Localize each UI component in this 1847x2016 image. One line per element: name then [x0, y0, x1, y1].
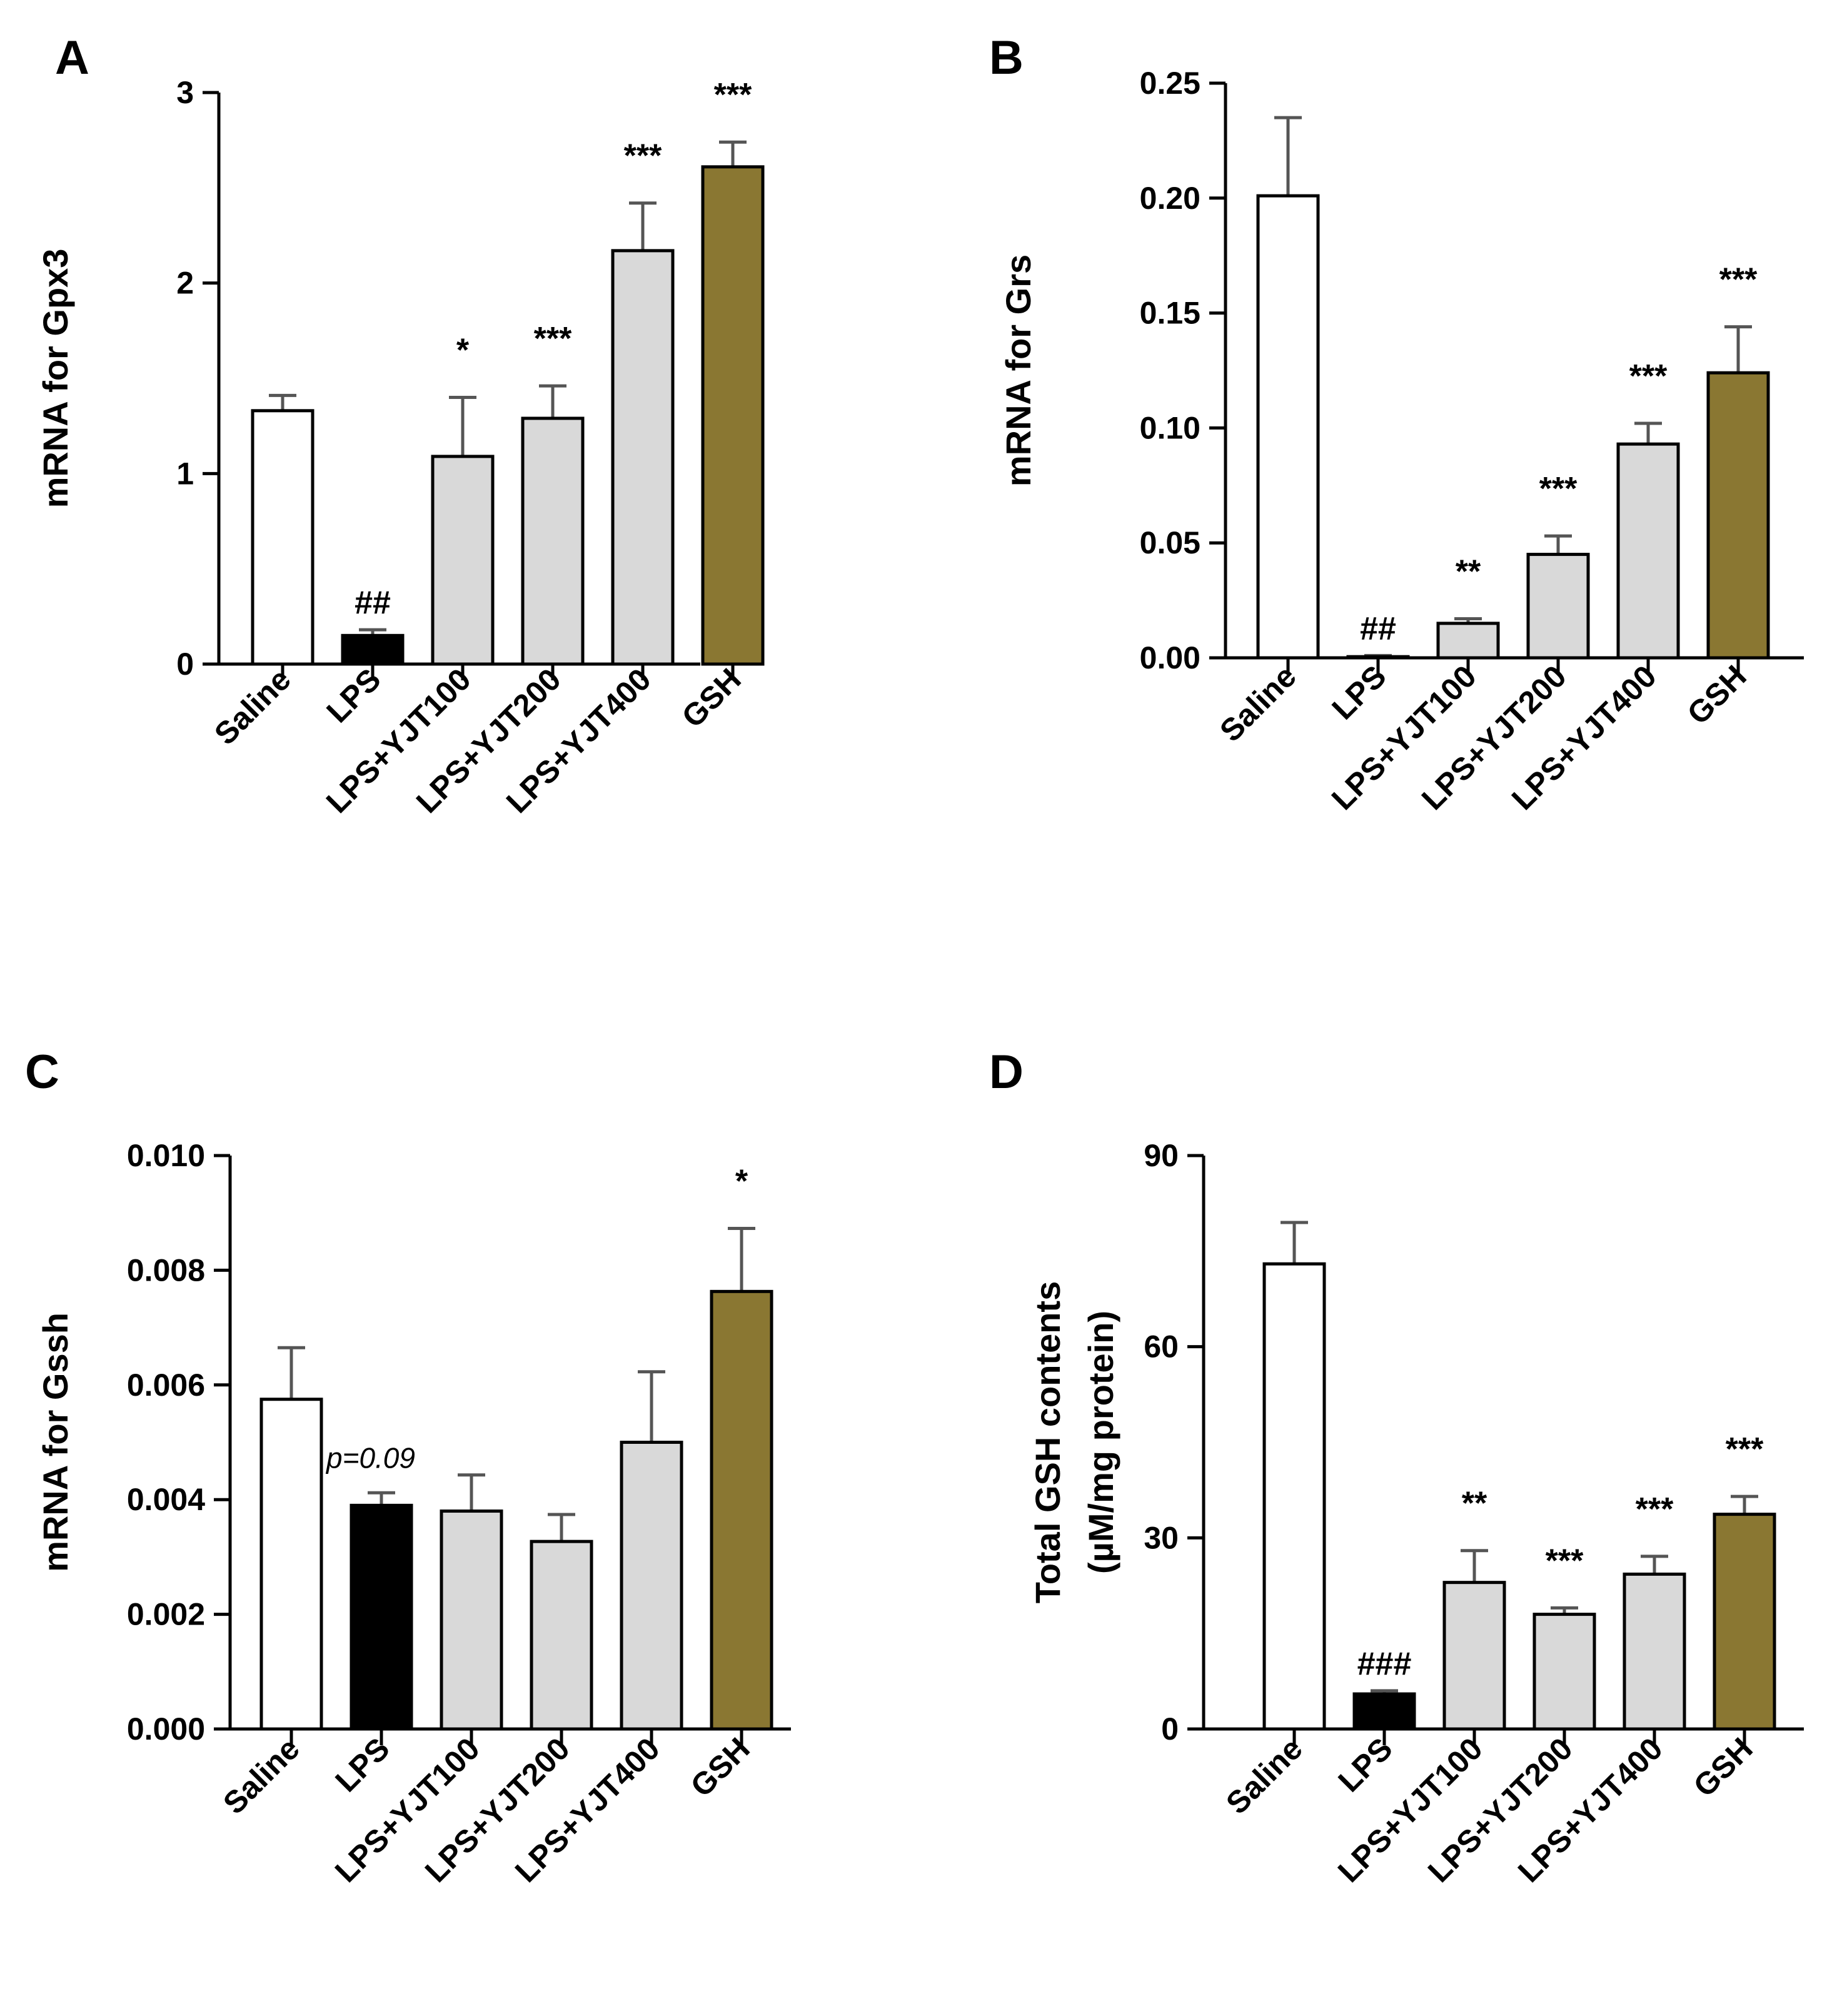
significance-label: * [456, 332, 470, 368]
panel-b: B 0.00 0.05 0.10 0.15 0.20 0.25 mRNA for Grs Sal… [989, 31, 1804, 817]
bar-saline [259, 1398, 323, 1731]
bar-lps-yjt200 [1526, 553, 1590, 660]
y-tick-label: 0.008 [127, 1252, 205, 1288]
panel-letter: A [55, 31, 89, 84]
significance-label: * [735, 1163, 748, 1199]
bar-gsh [710, 1289, 773, 1731]
panel-letter: D [989, 1046, 1024, 1099]
bar-lps [350, 1503, 413, 1731]
p-value-note: p=0.09 [325, 1442, 415, 1474]
y-tick-label: 0.05 [1140, 525, 1200, 560]
significance-label: *** [1719, 262, 1758, 298]
significance-label: ## [355, 585, 391, 621]
y-tick-label: 1 [176, 456, 194, 491]
significance-label: *** [534, 321, 572, 357]
bar-gsh [1706, 371, 1770, 660]
significance-label: *** [1629, 358, 1668, 395]
panel-c: C 0.000 0.002 0.004 0.006 0.008 0.010 mRNA for … [25, 1046, 791, 1889]
y-tick-label: 0.15 [1140, 296, 1200, 331]
significance-label: ### [1357, 1646, 1412, 1682]
category-label: Saline [208, 662, 298, 752]
category-label: GSH [675, 662, 748, 734]
bar-gsh [701, 165, 765, 666]
y-tick-label: 2 [176, 266, 194, 301]
significance-label: ** [1462, 1486, 1487, 1522]
significance-label: *** [624, 138, 662, 174]
bar-gsh [1713, 1513, 1776, 1731]
bar-lps-yjt100 [1442, 1581, 1506, 1731]
bar-lps [1346, 655, 1410, 660]
panel-letter: B [989, 31, 1024, 84]
y-axis-label: Total GSH contents [1028, 1281, 1067, 1603]
bar-lps-yjt400 [620, 1441, 683, 1731]
bar-lps-yjt200 [1532, 1613, 1596, 1731]
significance-label: ## [1360, 610, 1396, 647]
y-axis-label: mRNA for Gpx3 [36, 249, 75, 508]
bar-lps [1352, 1692, 1416, 1731]
bar-saline [1256, 194, 1320, 660]
significance-label: *** [1539, 471, 1578, 507]
category-label: Saline [1219, 1731, 1309, 1821]
significance-label: *** [1546, 1543, 1584, 1579]
panel-letter: C [25, 1046, 59, 1099]
y-tick-label: 0.004 [127, 1482, 205, 1517]
significance-label: ** [1456, 554, 1481, 590]
significance-label: *** [1726, 1431, 1764, 1468]
category-label: Saline [216, 1731, 306, 1821]
bar-saline [1262, 1262, 1326, 1731]
bar-lps-yjt400 [1616, 442, 1680, 660]
y-tick-label: 0.00 [1140, 640, 1200, 675]
bar-lps-yjt400 [1623, 1572, 1686, 1731]
category-label: Saline [1213, 658, 1303, 748]
y-tick-label: 3 [176, 75, 194, 110]
y-tick-label: 0.20 [1140, 181, 1200, 216]
y-tick-label: 0.002 [127, 1597, 205, 1632]
y-tick-label: 0 [176, 647, 194, 682]
y-tick-label: 0.000 [127, 1711, 205, 1746]
y-tick-label: 0.006 [127, 1368, 205, 1403]
y-tick-label: 0.10 [1140, 410, 1200, 445]
y-tick-label: 0 [1161, 1711, 1179, 1746]
bar-lps-yjt400 [611, 249, 675, 666]
category-label: LPS [1331, 1731, 1399, 1798]
category-label: LPS [1325, 658, 1392, 726]
bar-lps-yjt100 [440, 1509, 503, 1731]
bar-lps-yjt200 [530, 1540, 593, 1731]
y-axis-label-units: (µM/mg protein) [1081, 1311, 1120, 1574]
category-label: GSH [684, 1731, 757, 1803]
y-axis-label: mRNA for Grs [999, 255, 1038, 486]
panel-d: D 0 30 60 90 Total GSH contents (µM/mg protein… [989, 1046, 1804, 1889]
category-label: LPS [328, 1731, 396, 1798]
y-tick-label: 0.010 [127, 1138, 205, 1173]
y-tick-label: 60 [1144, 1329, 1179, 1364]
y-axis-label: mRNA for Gssh [36, 1313, 75, 1572]
y-tick-label: 0.25 [1140, 66, 1200, 101]
bar-lps [341, 633, 405, 666]
category-label: LPS [320, 662, 387, 729]
bar-lps-yjt200 [521, 416, 585, 666]
bar-lps-yjt100 [1436, 622, 1500, 660]
significance-label: *** [1636, 1491, 1674, 1528]
significance-label: *** [714, 77, 752, 113]
bar-saline [251, 409, 315, 666]
bar-lps-yjt100 [431, 455, 495, 666]
y-tick-label: 30 [1144, 1520, 1179, 1555]
y-tick-label: 90 [1144, 1138, 1179, 1173]
category-label: GSH [1681, 658, 1753, 731]
category-label: GSH [1687, 1731, 1759, 1803]
